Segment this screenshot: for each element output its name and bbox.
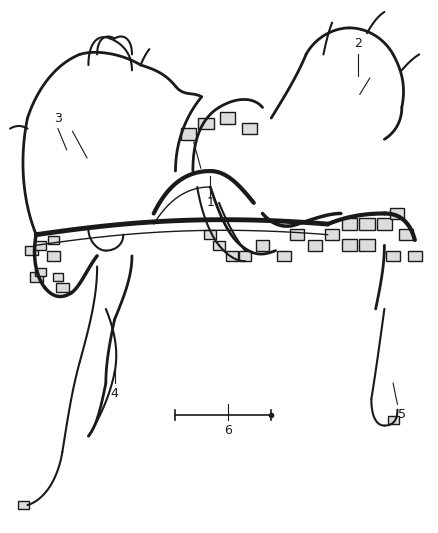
Bar	[204, 230, 216, 239]
Bar	[47, 251, 60, 261]
Bar	[386, 251, 400, 261]
Bar	[181, 128, 196, 140]
Bar	[399, 229, 413, 240]
Bar	[53, 273, 64, 281]
Bar	[35, 241, 46, 249]
Bar	[377, 218, 392, 230]
Text: 6: 6	[224, 424, 232, 438]
Text: 4: 4	[111, 387, 119, 400]
Bar	[359, 218, 374, 230]
Bar	[342, 218, 357, 230]
Bar	[359, 239, 374, 251]
Bar	[342, 239, 357, 251]
Bar	[48, 236, 59, 244]
Bar	[325, 229, 339, 240]
Bar	[388, 416, 399, 424]
Bar	[408, 251, 422, 261]
Bar	[30, 272, 43, 282]
Bar	[220, 112, 235, 124]
Bar	[290, 229, 304, 240]
Bar	[255, 240, 269, 251]
Bar	[56, 283, 69, 293]
Bar	[213, 240, 225, 250]
Text: 5: 5	[398, 408, 406, 422]
Bar	[25, 246, 39, 255]
Bar	[308, 240, 322, 251]
Bar	[391, 208, 404, 219]
Bar	[239, 251, 251, 261]
Text: 2: 2	[354, 37, 362, 50]
Bar	[198, 117, 214, 129]
Text: 1: 1	[206, 196, 214, 209]
Bar	[18, 501, 28, 509]
Text: 3: 3	[54, 111, 62, 125]
Bar	[277, 251, 291, 261]
Bar	[35, 268, 46, 276]
Bar	[226, 251, 238, 261]
Bar	[242, 123, 257, 134]
